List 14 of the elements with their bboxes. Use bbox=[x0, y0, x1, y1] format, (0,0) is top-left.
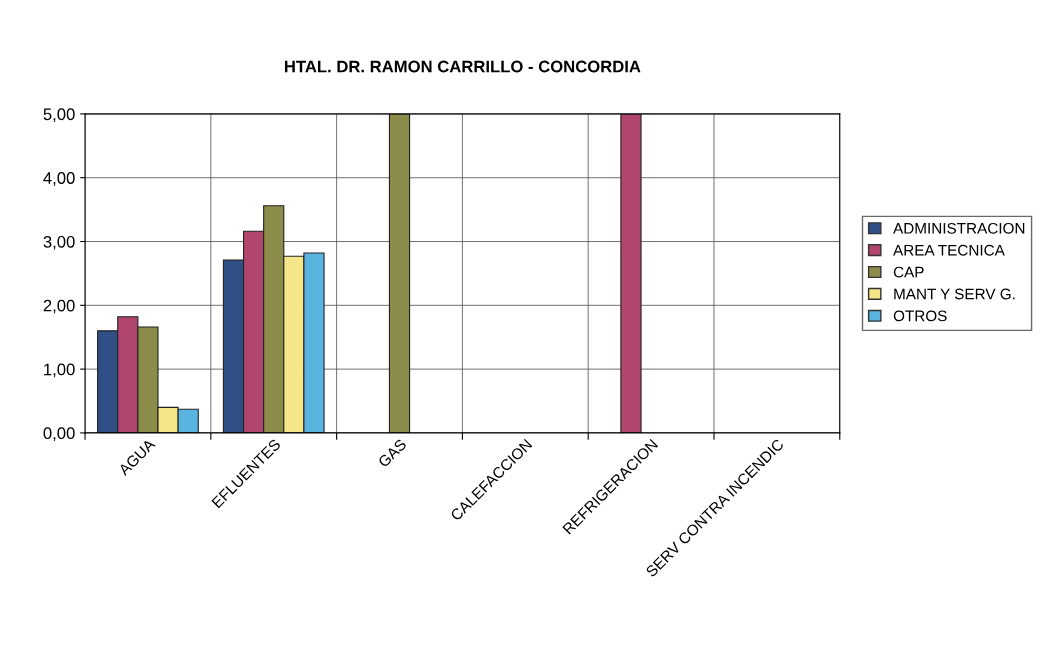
y-tick-label: 4,00 bbox=[43, 172, 75, 186]
bar bbox=[620, 113, 642, 433]
bar bbox=[388, 113, 411, 433]
y-tick-label: 2,00 bbox=[43, 299, 75, 314]
legend-label: CAP bbox=[893, 266, 924, 278]
legend-label: AREA TECNICA bbox=[893, 244, 1005, 256]
legend-label: MANT Y SERV G. bbox=[894, 288, 1015, 300]
y-tick-label: 5,00 bbox=[43, 108, 75, 123]
legend-label: ADMINISTRACION bbox=[893, 222, 1025, 234]
y-tick-label: 0,00 bbox=[43, 427, 75, 442]
legend-label: OTROS bbox=[893, 310, 947, 322]
chart-title: HTAL. DR. RAMON CARRILLO - CONCORDIA bbox=[284, 60, 641, 73]
y-tick-label: 3,00 bbox=[43, 235, 75, 250]
y-tick-label: 1,00 bbox=[44, 363, 75, 378]
